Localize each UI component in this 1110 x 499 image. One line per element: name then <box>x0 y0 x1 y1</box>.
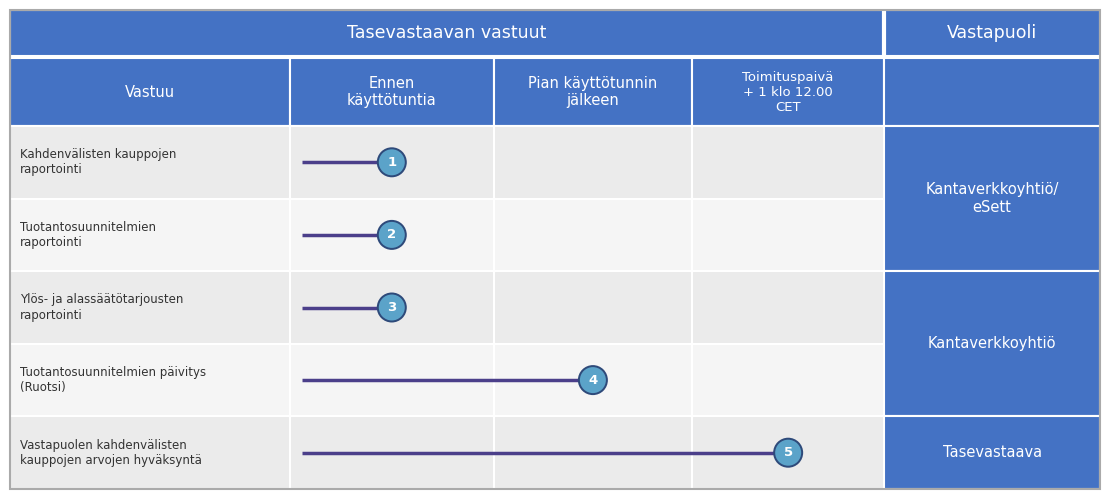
Bar <box>10 10 885 56</box>
Text: 4: 4 <box>588 374 597 387</box>
Bar <box>692 58 885 126</box>
Bar <box>290 199 494 271</box>
Text: Kahdenvälisten kauppojen
raportointi: Kahdenvälisten kauppojen raportointi <box>20 148 176 176</box>
Bar <box>692 416 885 489</box>
Bar <box>494 344 692 416</box>
Bar <box>290 126 494 199</box>
Bar <box>885 271 1100 416</box>
Text: Vastuu: Vastuu <box>124 84 175 99</box>
Bar <box>10 416 290 489</box>
Text: Tuotantosuunnitelmien
raportointi: Tuotantosuunnitelmien raportointi <box>20 221 157 249</box>
Circle shape <box>379 294 405 320</box>
Bar <box>494 416 692 489</box>
Bar <box>10 344 290 416</box>
Text: Ylös- ja alassäätötarjousten
raportointi: Ylös- ja alassäätötarjousten raportointi <box>20 293 183 321</box>
Bar <box>290 271 494 344</box>
Bar <box>885 416 1100 489</box>
Circle shape <box>376 147 406 177</box>
Text: Vastapuoli: Vastapuoli <box>947 24 1037 42</box>
Text: 3: 3 <box>387 301 396 314</box>
Circle shape <box>775 440 801 466</box>
Bar <box>494 199 692 271</box>
Circle shape <box>578 365 608 395</box>
Text: Toimituspaivä
+ 1 klo 12.00
CET: Toimituspaivä + 1 klo 12.00 CET <box>743 70 834 113</box>
Text: Kantaverkkoyhtiö: Kantaverkkoyhtiö <box>928 336 1057 351</box>
Text: 1: 1 <box>387 156 396 169</box>
Text: Tuotantosuunnitelmien päivitys
(Ruotsi): Tuotantosuunnitelmien päivitys (Ruotsi) <box>20 366 206 394</box>
Text: Kantaverkkoyhtiö/
eSett: Kantaverkkoyhtiö/ eSett <box>926 183 1059 215</box>
Bar <box>692 344 885 416</box>
Bar <box>290 58 494 126</box>
Bar <box>10 271 290 344</box>
Bar <box>494 58 692 126</box>
Text: 2: 2 <box>387 229 396 242</box>
Bar <box>885 58 1100 126</box>
Bar <box>290 416 494 489</box>
Circle shape <box>376 220 406 250</box>
Bar <box>885 126 1100 271</box>
Circle shape <box>774 438 804 468</box>
Circle shape <box>379 149 405 175</box>
Bar <box>10 58 290 126</box>
Circle shape <box>379 222 405 248</box>
Bar <box>885 10 1100 56</box>
Text: Tasevastaavan vastuut: Tasevastaavan vastuut <box>347 24 547 42</box>
Circle shape <box>376 292 406 322</box>
Bar <box>10 126 290 199</box>
Bar <box>494 271 692 344</box>
Bar <box>290 344 494 416</box>
Text: Ennen
käyttötuntia: Ennen käyttötuntia <box>347 76 436 108</box>
Text: Tasevastaava: Tasevastaava <box>942 445 1041 460</box>
Circle shape <box>579 367 606 393</box>
Text: Vastapuolen kahdenvälisten
kauppojen arvojen hyväksyntä: Vastapuolen kahdenvälisten kauppojen arv… <box>20 439 202 467</box>
Bar <box>494 126 692 199</box>
Text: Pian käyttötunnin
jälkeen: Pian käyttötunnin jälkeen <box>528 76 657 108</box>
Text: 5: 5 <box>784 446 793 459</box>
Bar <box>692 126 885 199</box>
Bar <box>692 271 885 344</box>
Bar <box>10 199 290 271</box>
Bar <box>692 199 885 271</box>
